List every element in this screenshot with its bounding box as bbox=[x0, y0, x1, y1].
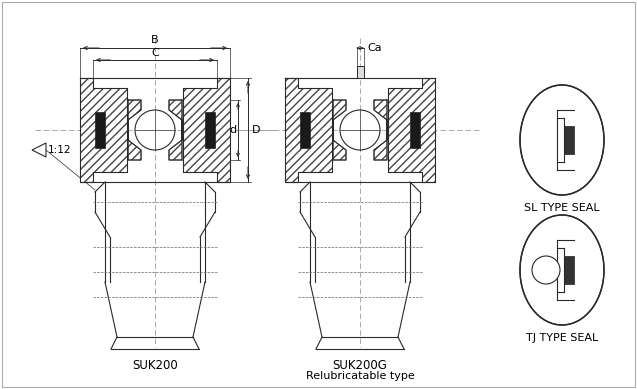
Text: 1:12: 1:12 bbox=[48, 145, 71, 155]
Text: TJ TYPE SEAL: TJ TYPE SEAL bbox=[526, 333, 598, 343]
Polygon shape bbox=[374, 100, 387, 160]
Polygon shape bbox=[300, 112, 310, 148]
Polygon shape bbox=[388, 78, 435, 182]
Bar bbox=[357, 66, 364, 78]
Polygon shape bbox=[128, 100, 141, 160]
Text: Relubricatable type: Relubricatable type bbox=[306, 371, 415, 381]
Polygon shape bbox=[169, 100, 182, 160]
Circle shape bbox=[135, 110, 175, 150]
Text: SL TYPE SEAL: SL TYPE SEAL bbox=[524, 203, 600, 213]
Polygon shape bbox=[80, 78, 127, 182]
Polygon shape bbox=[285, 78, 332, 182]
Ellipse shape bbox=[520, 215, 604, 325]
Circle shape bbox=[532, 256, 560, 284]
Text: SUK200G: SUK200G bbox=[333, 359, 387, 372]
Text: C: C bbox=[151, 48, 159, 58]
Circle shape bbox=[340, 110, 380, 150]
Polygon shape bbox=[95, 112, 105, 148]
Text: SUK200: SUK200 bbox=[132, 359, 178, 372]
Polygon shape bbox=[564, 126, 574, 154]
Polygon shape bbox=[183, 78, 230, 182]
Polygon shape bbox=[574, 110, 584, 170]
Polygon shape bbox=[205, 112, 215, 148]
Text: d: d bbox=[229, 125, 236, 135]
Ellipse shape bbox=[520, 85, 604, 195]
Polygon shape bbox=[574, 240, 584, 300]
Text: D: D bbox=[252, 125, 261, 135]
Polygon shape bbox=[333, 100, 346, 160]
Polygon shape bbox=[410, 112, 420, 148]
Text: B: B bbox=[151, 35, 159, 45]
Polygon shape bbox=[564, 256, 574, 284]
Text: Ca: Ca bbox=[368, 43, 382, 53]
